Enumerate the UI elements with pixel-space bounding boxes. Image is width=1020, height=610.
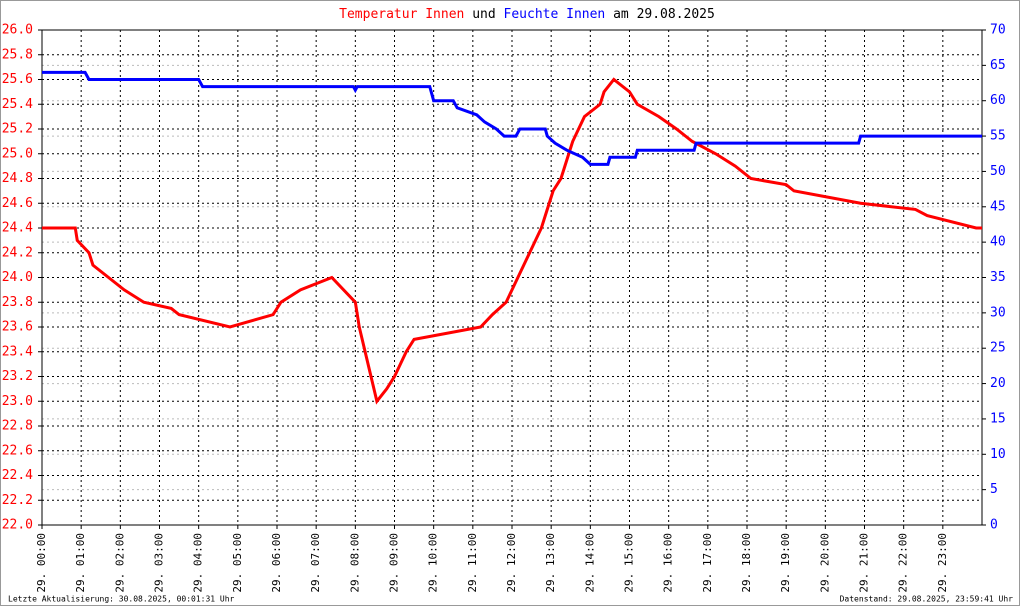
y-tick-label: 25.2 [2, 122, 33, 137]
y-tick-label: 23.4 [2, 344, 33, 359]
x-tick-label: 29. 03:00 [153, 533, 166, 593]
x-tick-label: 29. 07:00 [309, 533, 322, 593]
x-tick-label: 29. 09:00 [388, 533, 401, 593]
y-tick-label: 23.8 [2, 295, 33, 310]
y2-tick-label: 60 [990, 93, 1006, 108]
x-tick-label: 29. 14:00 [583, 533, 596, 593]
x-tick-label: 29. 00:00 [35, 533, 48, 593]
y-tick-label: 22.8 [2, 419, 33, 434]
x-tick-label: 29. 10:00 [427, 533, 440, 593]
y-tick-label: 24.4 [2, 221, 33, 236]
y2-tick-label: 70 [990, 23, 1006, 38]
y2-tick-label: 10 [990, 447, 1006, 462]
chart-title: Temperatur Innen und Feuchte Innen am 29… [339, 7, 715, 22]
y-tick-label: 23.0 [2, 394, 33, 409]
footer-right: Datenstand: 29.08.2025, 23:59:41 Uhr [840, 595, 1014, 604]
y2-tick-label: 50 [990, 164, 1006, 179]
x-tick-label: 29. 08:00 [348, 533, 361, 593]
y2-tick-label: 25 [990, 341, 1006, 356]
x-tick-label: 29. 19:00 [779, 533, 792, 593]
y-tick-label: 25.4 [2, 97, 33, 112]
x-tick-label: 29. 22:00 [897, 533, 910, 593]
x-tick-label: 29. 15:00 [623, 533, 636, 593]
y-tick-label: 26.0 [2, 23, 33, 38]
y2-tick-label: 45 [990, 199, 1006, 214]
x-tick-label: 29. 02:00 [113, 533, 126, 593]
data-line [42, 70, 982, 166]
y-tick-label: 25.8 [2, 47, 33, 62]
x-tick-label: 29. 12:00 [505, 533, 518, 593]
x-tick-label: 29. 23:00 [936, 533, 949, 593]
y2-tick-label: 35 [990, 270, 1006, 285]
x-tick-label: 29. 01:00 [74, 533, 87, 593]
legend-entry: Temperatur Innen [339, 7, 464, 22]
x-tick-label: 29. 13:00 [544, 533, 557, 593]
title-connector: und [472, 7, 495, 22]
y-tick-label: 23.2 [2, 369, 33, 384]
y2-tick-label: 30 [990, 305, 1006, 320]
y2-tick-label: 40 [990, 235, 1006, 250]
y-tick-label: 24.6 [2, 196, 33, 211]
y2-tick-label: 55 [990, 129, 1006, 144]
plot-border [41, 29, 983, 526]
y-tick-label: 25.6 [2, 72, 33, 87]
x-tick-label: 29. 17:00 [701, 533, 714, 593]
x-tick-label: 29. 21:00 [858, 533, 871, 593]
y-tick-label: 24.8 [2, 171, 33, 186]
y2-tick-label: 0 [990, 518, 998, 533]
x-tick-label: 29. 05:00 [231, 533, 244, 593]
x-tick-label: 29. 18:00 [740, 533, 753, 593]
y2-tick-label: 65 [990, 58, 1006, 73]
title-suffix: am 29.08.2025 [613, 7, 715, 22]
x-tick-label: 29. 04:00 [192, 533, 205, 593]
y-tick-label: 22.6 [2, 443, 33, 458]
x-tick-label: 29. 20:00 [818, 533, 831, 593]
y-tick-label: 25.0 [2, 146, 33, 161]
y-tick-label: 22.2 [2, 493, 33, 508]
y2-tick-label: 5 [990, 482, 998, 497]
x-tick-label: 29. 06:00 [270, 533, 283, 593]
y-tick-label: 22.4 [2, 468, 33, 483]
y-tick-label: 24.0 [2, 270, 33, 285]
y-tick-label: 24.2 [2, 245, 33, 260]
data-line [42, 77, 982, 405]
x-tick-label: 29. 11:00 [466, 533, 479, 593]
legend-entry: Feuchte Innen [504, 7, 606, 22]
y2-tick-label: 20 [990, 376, 1006, 391]
y-tick-label: 22.0 [2, 518, 33, 533]
x-tick-label: 29. 16:00 [662, 533, 675, 593]
y2-tick-label: 15 [990, 411, 1006, 426]
footer-left: Letzte Aktualisierung: 30.08.2025, 00:01… [8, 595, 235, 604]
y-tick-label: 23.6 [2, 320, 33, 335]
